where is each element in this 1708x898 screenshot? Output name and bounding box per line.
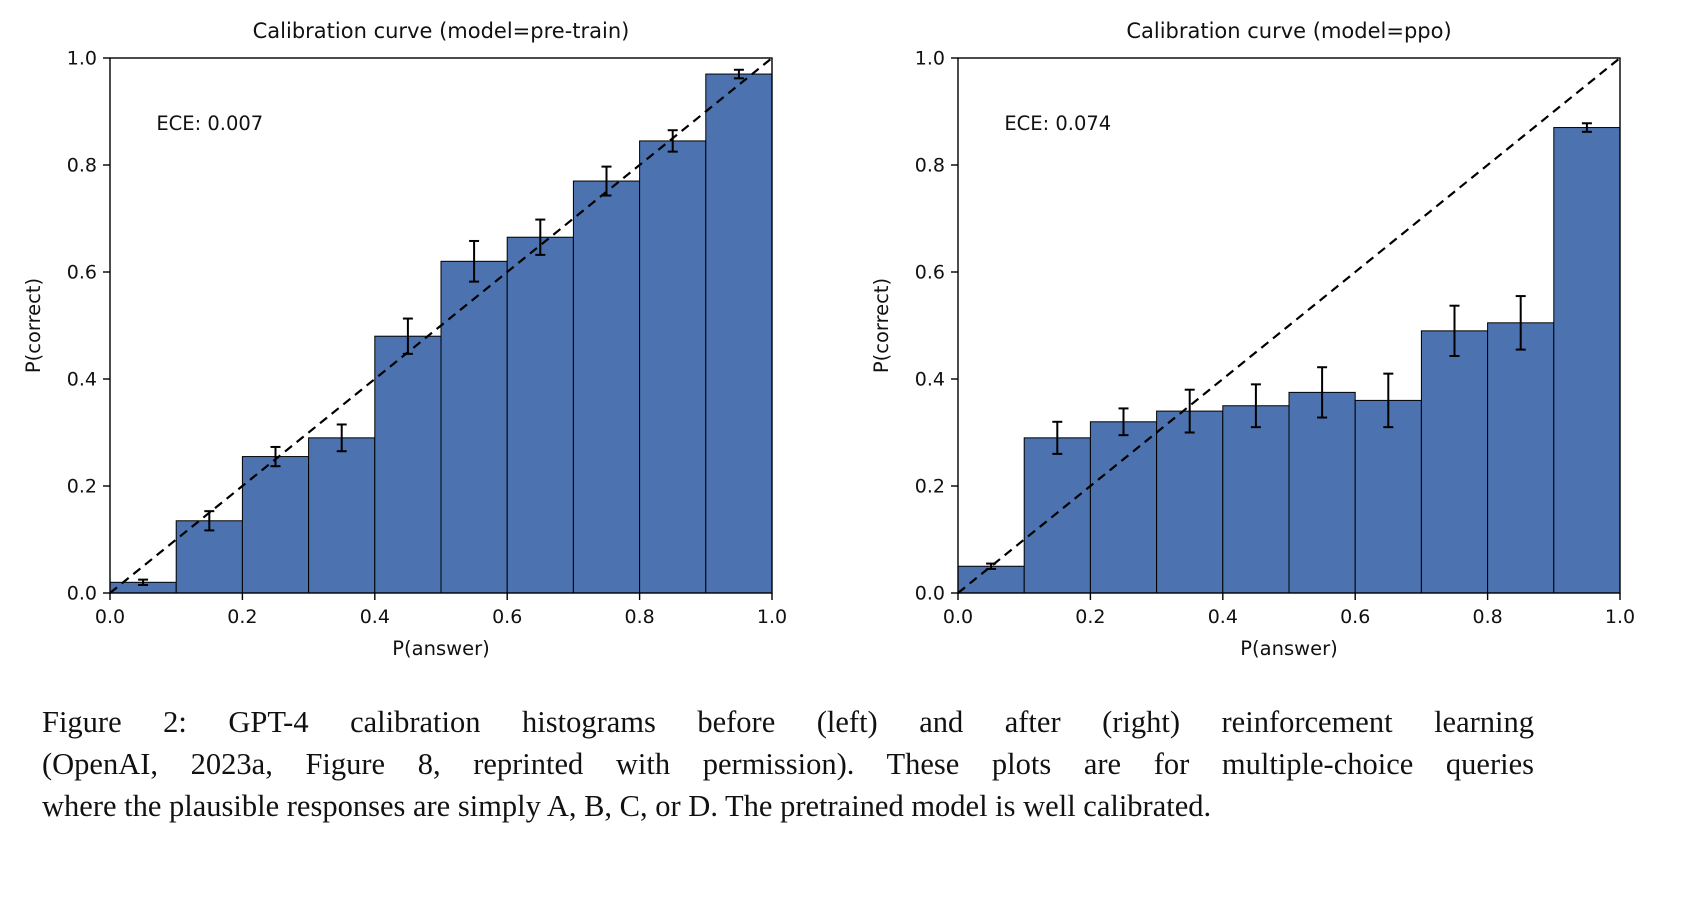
y-tick-label: 0.2 xyxy=(67,476,97,498)
error-bars-group xyxy=(986,122,1592,570)
calibration-bar xyxy=(1420,330,1489,594)
calibration-bar xyxy=(1354,399,1422,594)
calibration-bar xyxy=(1288,391,1356,594)
ece-annotation: ECE: 0.074 xyxy=(1004,112,1111,135)
y-tick-label: 0.4 xyxy=(67,369,97,391)
y-tick-label: 0.6 xyxy=(915,262,945,284)
y-tick-label: 0.6 xyxy=(67,262,97,284)
plot-border xyxy=(109,57,773,594)
calibration-bar xyxy=(1222,405,1290,594)
chart-svg-pretrain: 0.0 0.2 0.4 0.6 0.8 1.0 0.0 0.2 0.4 0.6 0.8 1.0 Cali… xyxy=(22,19,787,660)
y-tick-label: 0.4 xyxy=(915,369,945,391)
y-tick-label: 0.0 xyxy=(915,583,945,605)
bars-group xyxy=(957,127,1621,594)
calibration-bar xyxy=(1156,410,1224,594)
y-tick-label: 0.2 xyxy=(915,476,945,498)
y-tick-label: 1.0 xyxy=(915,48,945,70)
y-tick-label: 0.8 xyxy=(915,155,945,177)
x-tick-label: 1.0 xyxy=(757,606,787,628)
x-tick-label: 0.4 xyxy=(360,606,390,628)
calibration-bar xyxy=(572,180,641,594)
chart-title: Calibration curve (model=pre-train) xyxy=(253,19,630,43)
x-tick-label: 0.2 xyxy=(227,606,257,628)
plot-border xyxy=(957,57,1621,594)
caption-line-3: where the plausible responses are simply… xyxy=(42,788,1212,823)
calibration-chart-ppo: 0.0 0.2 0.4 0.6 0.8 1.0 0.0 0.2 0.4 0.6 0.8 1.0 Cali… xyxy=(858,8,1648,668)
calibration-bar xyxy=(440,260,508,594)
axis-ticks: 0.0 0.2 0.4 0.6 0.8 1.0 0.0 0.2 0.4 0.6 0.8 1.0 xyxy=(915,48,1635,629)
chart-svg-ppo: 0.0 0.2 0.4 0.6 0.8 1.0 0.0 0.2 0.4 0.6 0.8 1.0 Cali… xyxy=(870,19,1635,660)
calibration-bar xyxy=(639,140,707,594)
calibration-bar xyxy=(506,236,574,594)
x-tick-label: 1.0 xyxy=(1605,606,1635,628)
x-tick-label: 0.2 xyxy=(1075,606,1105,628)
calibration-bar xyxy=(957,565,1025,594)
calibration-chart-pretrain: 0.0 0.2 0.4 0.6 0.8 1.0 0.0 0.2 0.4 0.6 0.8 1.0 Cali… xyxy=(10,8,800,668)
x-tick-label: 0.8 xyxy=(1472,606,1502,628)
ece-annotation: ECE: 0.007 xyxy=(156,112,263,135)
calibration-bar xyxy=(1023,437,1091,594)
identity-line xyxy=(957,57,1621,594)
error-bars-group xyxy=(138,68,744,586)
x-tick-label: 0.0 xyxy=(95,606,125,628)
x-tick-label: 0.0 xyxy=(943,606,973,628)
calibration-bar xyxy=(374,335,442,594)
calibration-bar xyxy=(308,437,376,594)
y-tick-label: 0.8 xyxy=(67,155,97,177)
caption-line-2: (OpenAI, 2023a, Figure 8, reprinted with… xyxy=(42,746,1534,781)
y-tick-label: 1.0 xyxy=(67,48,97,70)
figure-caption: Figure 2: GPT-4 calibration histograms b… xyxy=(42,702,1534,827)
y-tick-label: 0.0 xyxy=(67,583,97,605)
x-axis-label: P(answer) xyxy=(1240,637,1337,660)
x-tick-label: 0.4 xyxy=(1208,606,1238,628)
x-axis-label: P(answer) xyxy=(392,637,489,660)
chart-title: Calibration curve (model=ppo) xyxy=(1126,19,1451,43)
identity-line xyxy=(109,57,773,594)
axis-ticks: 0.0 0.2 0.4 0.6 0.8 1.0 0.0 0.2 0.4 0.6 0.8 1.0 xyxy=(67,48,787,629)
caption-line-1: Figure 2: GPT-4 calibration histograms b… xyxy=(42,705,1534,739)
calibration-bar xyxy=(1553,127,1621,594)
x-tick-label: 0.6 xyxy=(1340,606,1370,628)
calibration-bar xyxy=(1089,421,1158,594)
x-tick-label: 0.6 xyxy=(492,606,522,628)
x-tick-label: 0.8 xyxy=(624,606,654,628)
calibration-bar xyxy=(1487,322,1555,594)
y-axis-label: P(correct) xyxy=(22,278,45,373)
figure-charts: 0.0 0.2 0.4 0.6 0.8 1.0 0.0 0.2 0.4 0.6 0.8 1.0 Cali… xyxy=(10,8,1648,668)
y-axis-label: P(correct) xyxy=(870,278,893,373)
calibration-bar xyxy=(705,73,773,594)
